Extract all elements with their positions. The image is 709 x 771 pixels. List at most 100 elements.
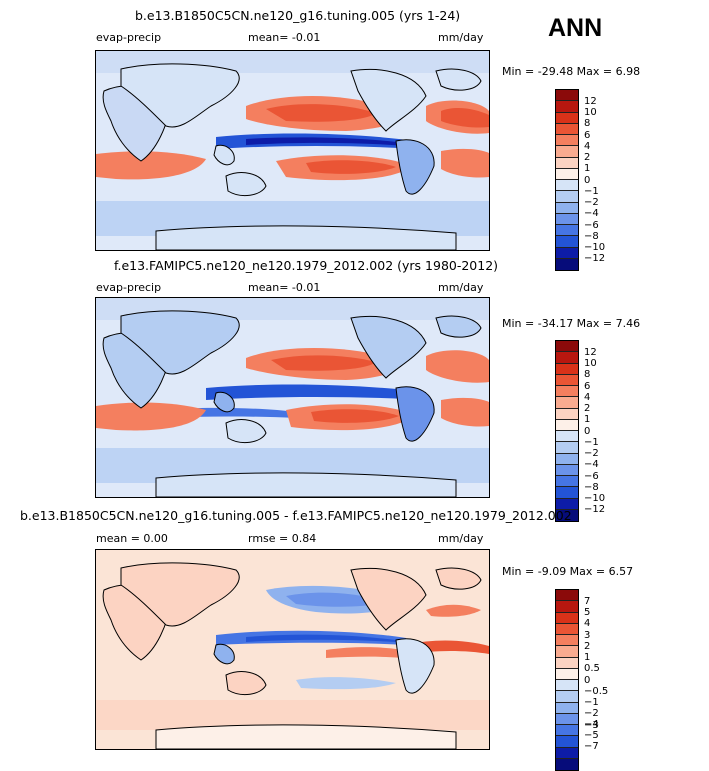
panel-3-map-svg [96,550,489,749]
colorbar-1-label: −6 [584,220,599,231]
panel-3-units-label: mm/day [438,532,484,545]
colorbar-1-box [556,191,578,203]
colorbar-2-label: 1 [584,414,591,425]
colorbar-3-label: 0 [584,675,591,686]
colorbar-3-label: −0.5 [584,686,609,697]
colorbar-1-box [556,225,578,237]
colorbar-3-box [556,725,578,737]
panel-2-colorbar [555,340,579,523]
panel-1-map-svg [96,51,489,250]
colorbar-2-box [556,386,578,398]
colorbar-1-label: 12 [584,96,597,107]
colorbar-3-box [556,702,578,714]
panel-3-minmax-label: Min = -9.09 Max = 6.57 [502,565,634,578]
colorbar-1-box [556,146,578,158]
colorbar-2-box [556,341,578,353]
panel-1-minmax-label: Min = -29.48 Max = 6.98 [502,65,641,78]
colorbar-3-box [556,635,578,647]
colorbar-1-box [556,258,578,271]
colorbar-3-box [556,612,578,624]
panel-3-rmse-label: rmse = 0.84 [248,532,317,545]
panel-1-colorbar [555,89,579,272]
colorbar-3-box [556,691,578,703]
colorbar-2-box [556,419,578,432]
colorbar-2-box [556,442,578,454]
colorbar-3-box [556,758,578,771]
colorbar-1-box [556,157,578,169]
colorbar-3-box [556,747,578,759]
colorbar-2-box [556,431,578,443]
colorbar-3-label: −5 [584,730,599,741]
colorbar-3-label: 4 [584,618,591,629]
panel-1-title: b.e13.B1850C5CN.ne120_g16.tuning.005 (yr… [135,8,461,23]
colorbar-2-label: −6 [584,471,599,482]
colorbar-2-label: −8 [584,482,599,493]
colorbar-3-label: 2 [584,641,591,652]
colorbar-1-label: 6 [584,130,591,141]
colorbar-3-box [556,657,578,669]
colorbar-3-label: −2 [584,708,599,719]
colorbar-3-label: 5 [584,607,591,618]
colorbar-1-label: −2 [584,197,599,208]
colorbar-3-box [556,736,578,748]
colorbar-1-label: −8 [584,231,599,242]
colorbar-2-box [556,374,578,387]
colorbar-2-label: 2 [584,403,591,414]
colorbar-3-label: −1 [584,697,599,708]
colorbar-2-label: −2 [584,448,599,459]
panel-2-variable-label: evap-precip [96,281,162,294]
panel-2-mean-label: mean= -0.01 [248,281,321,294]
colorbar-1-box [556,112,578,124]
colorbar-2-box [556,509,578,522]
colorbar-3-box [556,713,578,726]
panel-1-variable-label: evap-precip [96,31,162,44]
panel-1-units-label: mm/day [438,31,484,44]
colorbar-3-box [556,590,578,602]
colorbar-3-box [556,668,578,681]
colorbar-2-label: −10 [584,493,606,504]
colorbar-3-label: −4 [584,719,599,730]
colorbar-1-box [556,202,578,214]
colorbar-1-label: −10 [584,242,606,253]
colorbar-1-box [556,90,578,102]
colorbar-2-box [556,487,578,499]
panel-3-mean-label: mean = 0.00 [96,532,168,545]
colorbar-1-box [556,180,578,192]
colorbar-2-box [556,363,578,375]
colorbar-2-box [556,352,578,364]
colorbar-2-label: −12 [584,504,606,515]
colorbar-2-label: 10 [584,358,597,369]
colorbar-2-box [556,476,578,488]
colorbar-3-box [556,646,578,658]
colorbar-3-label: 3 [584,630,591,641]
colorbar-3-label: −7 [584,741,599,752]
colorbar-3-box [556,680,578,692]
panel-3-colorbar [555,589,579,771]
colorbar-2-label: 0 [584,426,591,437]
panel-2-title: f.e13.FAMIPC5.ne120_ne120.1979_2012.002 … [114,258,499,273]
colorbar-2-box [556,498,578,510]
colorbar-1-box [556,123,578,136]
colorbar-2-box [556,464,578,477]
colorbar-1-label: −12 [584,253,606,264]
colorbar-2-box [556,397,578,409]
panel-2-map [95,297,490,498]
panel-3-title: b.e13.B1850C5CN.ne120_g16.tuning.005 - f… [20,508,572,523]
colorbar-1-label: 10 [584,107,597,118]
colorbar-3-label: 1 [584,652,591,663]
panel-2-map-svg [96,298,489,497]
colorbar-2-label: 6 [584,381,591,392]
colorbar-1-box [556,168,578,181]
season-label: ANN [548,14,603,42]
colorbar-3-box [556,623,578,636]
colorbar-2-label: −1 [584,437,599,448]
panel-1-mean-label: mean= -0.01 [248,31,321,44]
panel-2-minmax-label: Min = -34.17 Max = 7.46 [502,317,641,330]
colorbar-2-label: 4 [584,392,591,403]
colorbar-1-label: 0 [584,175,591,186]
panel-3-map [95,549,490,750]
panel-1-map [95,50,490,251]
colorbar-1-label: 4 [584,141,591,152]
colorbar-2-label: 12 [584,347,597,358]
colorbar-3-label: 0.5 [584,663,600,674]
